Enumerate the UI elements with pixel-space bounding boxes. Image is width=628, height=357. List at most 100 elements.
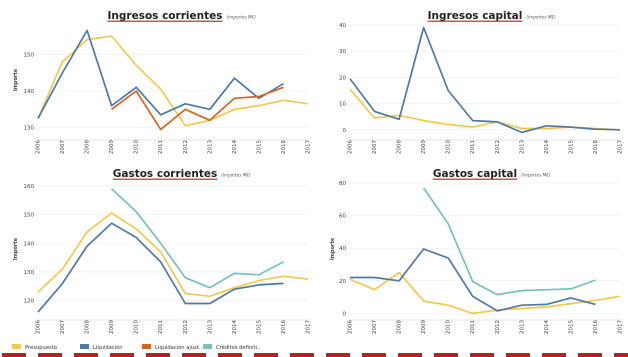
dash-segment [146,353,170,357]
x-tick-label: 2008 [397,140,403,154]
x-tick-label: 2009 [421,320,427,334]
legend-label: Liquidación ajust.. [155,344,203,351]
x-tick-label: 2010 [446,320,452,334]
x-tick-label: 2011 [470,320,476,334]
y-tick-label: 40 [339,23,346,29]
y-tick-label: 160 [24,184,35,190]
legend: Presupuesto Liquidación Liquidación ajust.… [12,344,261,351]
legend-swatch [12,344,21,349]
x-tick-label: 2009 [109,320,115,334]
x-tick-label: 2015 [256,140,262,154]
x-tick-label: 2016 [593,140,599,154]
legend-swatch [142,344,151,349]
x-tick-label: 2010 [134,320,140,334]
legend-swatch [203,344,212,349]
y-axis-label: Importe [13,237,19,260]
x-tick-label: 2006 [36,320,42,334]
x-tick-label: 2014 [544,140,550,154]
y-tick-label: 10 [339,102,346,108]
series-line-presupuesto [37,212,309,298]
x-tick-label: 2011 [158,320,164,334]
x-tick-label: 2014 [232,140,238,154]
x-tick-label: 2017 [618,320,624,334]
x-tick-label: 2013 [207,140,213,154]
x-tick-label: 2009 [109,140,115,154]
y-tick-label: 130 [24,270,35,276]
x-tick-label: 2015 [568,140,574,154]
x-tick-label: 2007 [60,320,66,334]
y-tick-label: 120 [24,299,35,305]
y-tick-label: 60 [339,214,346,220]
dash-segment [434,353,458,357]
dash-segment [74,353,98,357]
x-tick-label: 2017 [306,140,312,154]
x-tick-label: 2012 [495,320,501,334]
series-line-liquidacion [350,248,596,312]
x-tick-label: 2011 [158,140,164,154]
x-tick-label: 2015 [256,320,262,334]
y-tick-label: 150 [24,52,35,58]
dash-segment [326,353,350,357]
series-line-liquidacion [37,222,284,313]
x-tick-label: 2015 [568,320,574,334]
x-tick-label: 2016 [281,320,287,334]
legend-label: Liquidación [93,344,123,351]
x-tick-label: 2008 [85,320,91,334]
dash-segment [614,353,628,357]
dash-segment [470,353,494,357]
x-tick-label: 2016 [593,320,599,334]
x-tick-label: 2006 [36,140,42,154]
x-tick-label: 2012 [183,320,189,334]
chart-title: Gastos capital [433,168,517,180]
chart-subtitle: (importes M€) [526,15,556,20]
x-tick-label: 2007 [372,140,378,154]
dash-segment [38,353,62,357]
chart-gastos-corrientes: Gastos corrientes (importes M€) Importe 120… [13,168,312,334]
x-tick-label: 2017 [306,320,312,334]
y-tick-label: 30 [339,49,346,55]
series-line-creditos [422,187,596,296]
dash-segment [506,353,530,357]
x-tick-label: 2012 [183,140,189,154]
dash-segment [110,353,134,357]
y-tick-label: 20 [339,75,346,81]
x-tick-label: 2013 [519,320,525,334]
dash-segment [578,353,602,357]
y-tick-label: 40 [339,246,346,252]
legend-swatch [80,344,89,349]
dash-segment [398,353,422,357]
y-tick-label: 140 [24,241,35,247]
series-line-presupuesto [349,271,621,315]
x-tick-label: 2008 [397,320,403,334]
x-tick-label: 2014 [544,320,550,334]
chart-subtitle: (importes M€) [521,173,551,178]
chart-title: Ingresos capital [428,10,523,22]
dash-segment [362,353,386,357]
x-tick-label: 2014 [232,320,238,334]
x-tick-label: 2008 [85,140,91,154]
x-tick-label: 2006 [348,140,354,154]
series-line-liquidacion [349,26,621,134]
series-line-liquidacion [37,29,284,119]
chart-gastos-capital: Gastos capital (importes M€) Importe 0 20 40 6… [330,168,624,334]
x-tick-label: 2007 [60,140,66,154]
x-tick-label: 2017 [618,140,624,154]
bottom-dashed-rule [2,353,628,357]
y-tick-label: 80 [339,181,346,187]
y-tick-label: 150 [24,213,35,219]
y-tick-label: 20 [339,279,346,285]
dash-segment [290,353,314,357]
x-tick-label: 2011 [470,140,476,154]
legend-label: Créditos definiti.. [216,344,261,351]
dash-segment [542,353,566,357]
dash-segment [2,353,26,357]
y-tick-label: 0 [343,128,347,134]
chart-title: Gastos corrientes [113,168,217,180]
x-tick-label: 2013 [207,320,213,334]
y-tick-label: 140 [24,89,35,95]
dash-segment [182,353,206,357]
x-tick-label: 2009 [421,140,427,154]
y-tick-label: 0 [343,311,347,317]
chart-subtitle: (importes M€) [226,15,256,20]
chart-ingresos-capital: Ingresos capital (importes M€) 0 10 20 30 40 20… [339,10,624,154]
